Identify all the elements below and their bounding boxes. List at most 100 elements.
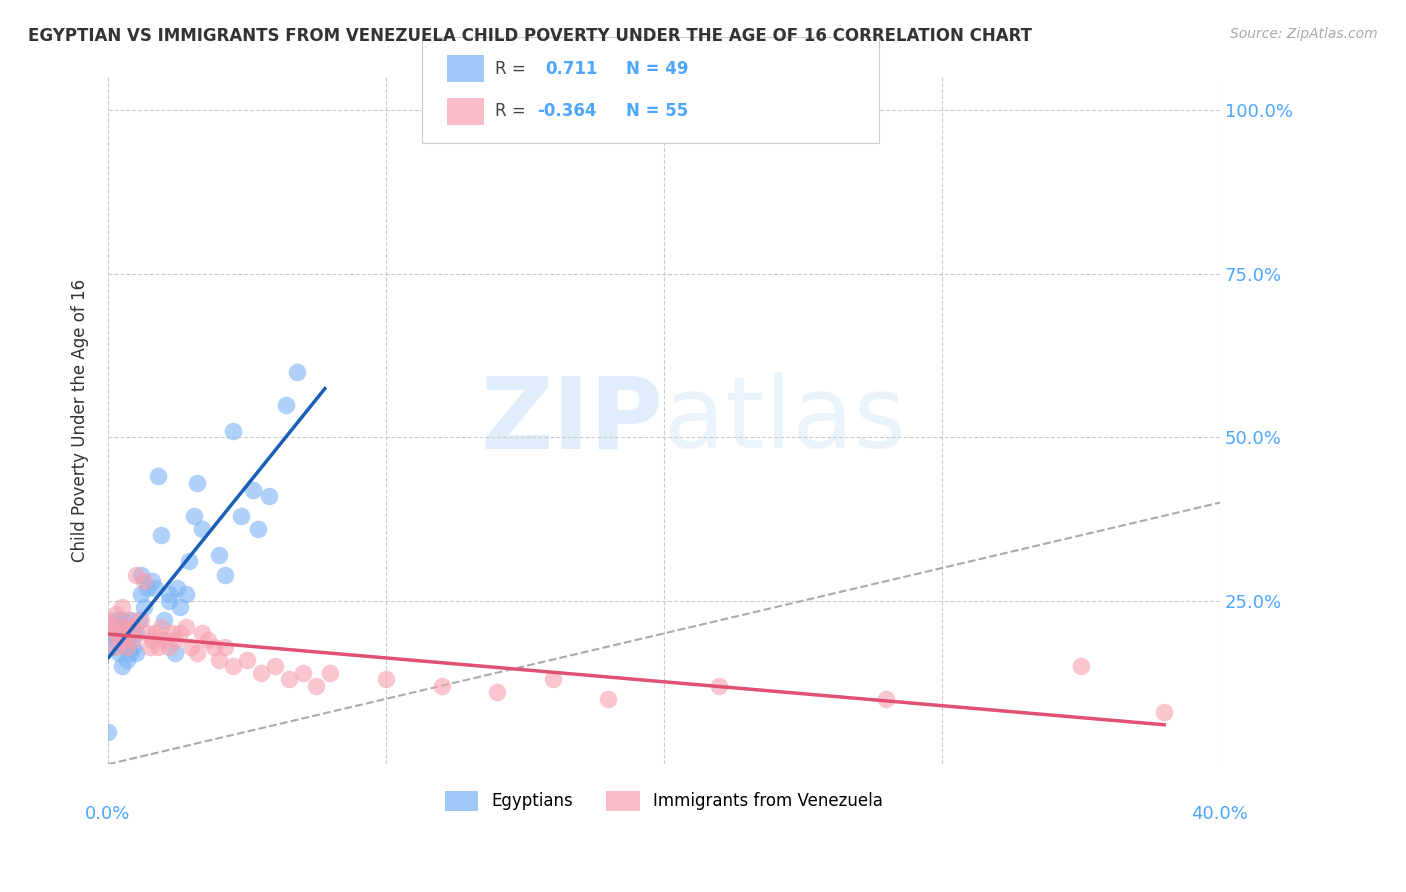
Point xyxy=(138,640,160,654)
Point xyxy=(120,646,142,660)
Point xyxy=(174,587,197,601)
Point xyxy=(191,522,214,536)
Point xyxy=(134,574,156,588)
Point xyxy=(208,548,231,562)
Point xyxy=(875,691,897,706)
Point xyxy=(120,626,142,640)
Point xyxy=(135,581,157,595)
Point xyxy=(105,613,128,627)
Point xyxy=(163,632,186,647)
Point xyxy=(486,685,509,699)
Point xyxy=(108,626,131,640)
Point xyxy=(105,607,128,621)
Point xyxy=(120,613,142,627)
Point xyxy=(97,724,120,739)
Point xyxy=(277,672,299,686)
Point xyxy=(122,620,145,634)
FancyBboxPatch shape xyxy=(422,37,879,143)
Point xyxy=(160,626,183,640)
Point xyxy=(274,397,297,411)
Point xyxy=(122,640,145,654)
Point xyxy=(222,424,245,438)
Point xyxy=(250,665,273,680)
Bar xyxy=(447,98,484,125)
Point xyxy=(183,508,205,523)
Point xyxy=(231,508,253,523)
Point xyxy=(157,593,180,607)
Point xyxy=(305,679,328,693)
Point xyxy=(169,626,191,640)
Point xyxy=(114,620,136,634)
Point xyxy=(236,652,259,666)
Point xyxy=(1070,659,1092,673)
Point xyxy=(111,632,134,647)
Point xyxy=(120,613,142,627)
Point xyxy=(285,365,308,379)
Point xyxy=(174,620,197,634)
Point xyxy=(105,640,128,654)
Point xyxy=(186,646,208,660)
Point xyxy=(108,620,131,634)
Point xyxy=(122,626,145,640)
Y-axis label: Child Poverty Under the Age of 16: Child Poverty Under the Age of 16 xyxy=(72,279,89,563)
Point xyxy=(257,489,280,503)
Text: EGYPTIAN VS IMMIGRANTS FROM VENEZUELA CHILD POVERTY UNDER THE AGE OF 16 CORRELAT: EGYPTIAN VS IMMIGRANTS FROM VENEZUELA CH… xyxy=(28,27,1032,45)
Point xyxy=(319,665,342,680)
Point xyxy=(117,632,139,647)
Text: -0.364: -0.364 xyxy=(537,103,596,120)
Point xyxy=(166,581,188,595)
Point xyxy=(125,626,148,640)
Point xyxy=(108,646,131,660)
Point xyxy=(111,659,134,673)
Point xyxy=(131,587,153,601)
Point xyxy=(157,640,180,654)
Point xyxy=(114,626,136,640)
Point xyxy=(141,632,163,647)
Point xyxy=(103,626,125,640)
Point xyxy=(146,469,169,483)
Point xyxy=(114,640,136,654)
Point xyxy=(134,600,156,615)
Point xyxy=(114,626,136,640)
Point xyxy=(135,626,157,640)
Point xyxy=(111,613,134,627)
Point xyxy=(214,567,236,582)
Point xyxy=(131,567,153,582)
Point xyxy=(117,640,139,654)
Point xyxy=(242,483,264,497)
Point xyxy=(180,640,202,654)
Point xyxy=(191,626,214,640)
Point xyxy=(214,640,236,654)
Text: atlas: atlas xyxy=(664,372,905,469)
Point xyxy=(157,587,180,601)
Text: 40.0%: 40.0% xyxy=(1191,805,1249,823)
Point xyxy=(202,640,225,654)
Point xyxy=(141,574,163,588)
Point xyxy=(598,691,620,706)
Text: N = 55: N = 55 xyxy=(626,103,688,120)
Point xyxy=(1153,705,1175,719)
Text: R =: R = xyxy=(495,60,526,78)
Point xyxy=(108,620,131,634)
Point xyxy=(291,665,314,680)
Point xyxy=(117,652,139,666)
Legend: Egyptians, Immigrants from Venezuela: Egyptians, Immigrants from Venezuela xyxy=(439,784,890,818)
Point xyxy=(374,672,396,686)
Point xyxy=(163,646,186,660)
Point xyxy=(100,620,122,634)
Text: 0.711: 0.711 xyxy=(546,60,598,78)
Point xyxy=(100,640,122,654)
Point xyxy=(149,620,172,634)
Point xyxy=(247,522,270,536)
Point xyxy=(169,600,191,615)
Point xyxy=(208,652,231,666)
Point xyxy=(143,626,166,640)
Point xyxy=(111,600,134,615)
Point xyxy=(131,613,153,627)
Text: 0.0%: 0.0% xyxy=(86,805,131,823)
Point xyxy=(105,632,128,647)
Point xyxy=(222,659,245,673)
Point xyxy=(709,679,731,693)
Point xyxy=(430,679,453,693)
Text: Source: ZipAtlas.com: Source: ZipAtlas.com xyxy=(1230,27,1378,41)
